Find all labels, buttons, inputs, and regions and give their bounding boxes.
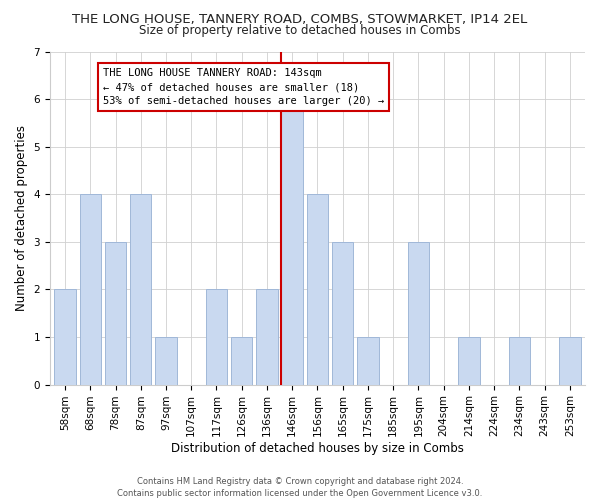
Bar bbox=[307, 194, 328, 384]
Bar bbox=[55, 290, 76, 384]
Bar bbox=[155, 337, 177, 384]
Bar bbox=[509, 337, 530, 384]
Bar bbox=[281, 99, 303, 384]
Text: THE LONG HOUSE TANNERY ROAD: 143sqm
← 47% of detached houses are smaller (18)
53: THE LONG HOUSE TANNERY ROAD: 143sqm ← 47… bbox=[103, 68, 384, 106]
Bar bbox=[407, 242, 429, 384]
Bar bbox=[458, 337, 479, 384]
Bar bbox=[130, 194, 151, 384]
Bar bbox=[256, 290, 278, 384]
Text: THE LONG HOUSE, TANNERY ROAD, COMBS, STOWMARKET, IP14 2EL: THE LONG HOUSE, TANNERY ROAD, COMBS, STO… bbox=[73, 12, 527, 26]
Text: Contains HM Land Registry data © Crown copyright and database right 2024.
Contai: Contains HM Land Registry data © Crown c… bbox=[118, 476, 482, 498]
Bar bbox=[80, 194, 101, 384]
Bar bbox=[231, 337, 253, 384]
Bar bbox=[559, 337, 581, 384]
Text: Size of property relative to detached houses in Combs: Size of property relative to detached ho… bbox=[139, 24, 461, 37]
Bar bbox=[206, 290, 227, 384]
Bar bbox=[357, 337, 379, 384]
Y-axis label: Number of detached properties: Number of detached properties bbox=[15, 125, 28, 311]
Bar bbox=[332, 242, 353, 384]
X-axis label: Distribution of detached houses by size in Combs: Distribution of detached houses by size … bbox=[171, 442, 464, 455]
Bar bbox=[105, 242, 126, 384]
